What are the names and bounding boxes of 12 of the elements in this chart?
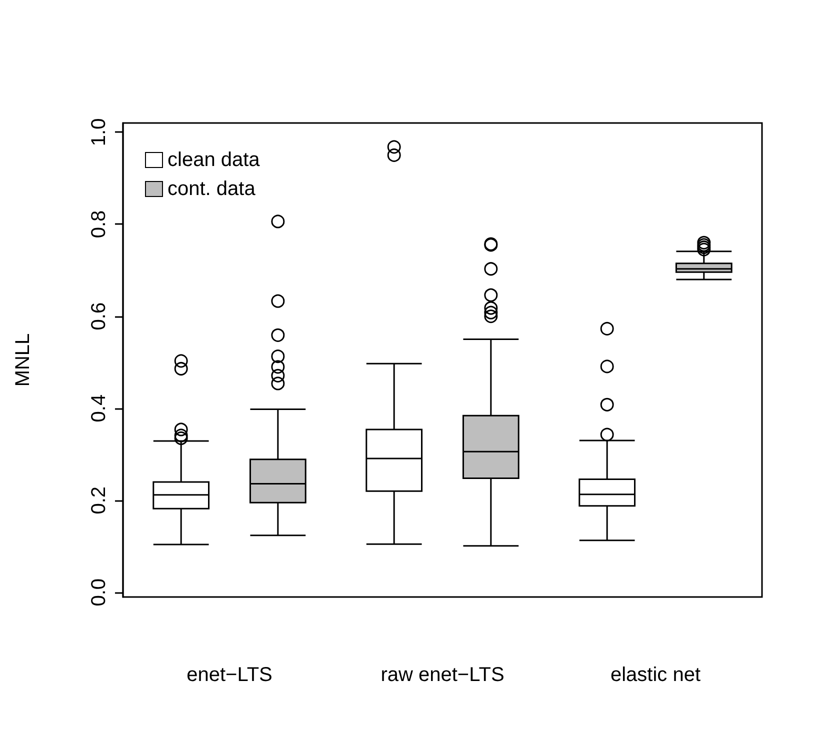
legend-label: cont. data (168, 178, 256, 200)
y-tick-label: 0.0 (88, 578, 110, 606)
x-tick-label: enet−LTS (186, 664, 272, 686)
y-tick-label: 0.4 (88, 394, 110, 422)
legend-label: clean data (168, 149, 261, 171)
y-axis-title: MNLL (12, 333, 34, 387)
y-tick-label: 0.2 (88, 486, 110, 514)
y-tick-label: 1.0 (88, 118, 110, 146)
x-tick-label: raw enet−LTS (380, 664, 504, 686)
y-tick-label: 0.6 (88, 302, 110, 330)
y-tick-label: 0.8 (88, 210, 110, 238)
x-tick-label: elastic net (610, 664, 701, 686)
